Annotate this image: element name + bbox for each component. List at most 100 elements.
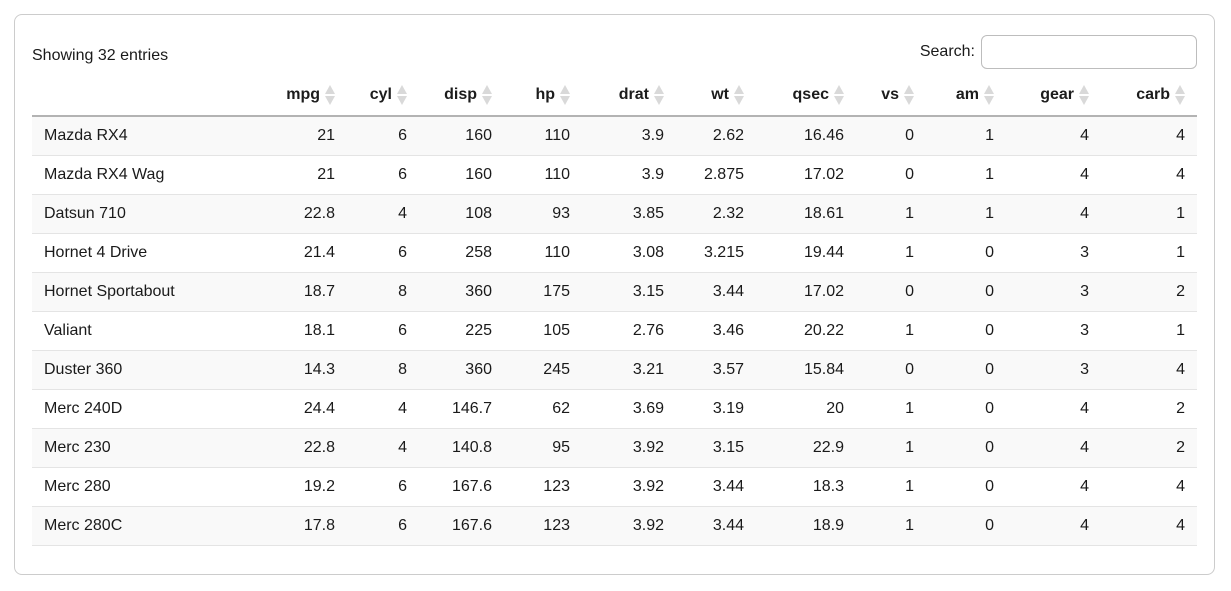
cell-am: 1 bbox=[985, 166, 994, 183]
cell-am: 0 bbox=[985, 283, 994, 300]
cell-carb: 1 bbox=[1176, 244, 1185, 261]
cell-qsec: 17.02 bbox=[803, 283, 844, 300]
cell-cyl: 6 bbox=[398, 517, 407, 534]
cell-wt: 2.32 bbox=[712, 205, 744, 222]
entries-info: Showing 32 entries bbox=[32, 47, 169, 64]
cell-mpg: 18.1 bbox=[303, 322, 335, 339]
cell-gear: 4 bbox=[1080, 127, 1089, 144]
sort-both-icon bbox=[904, 85, 914, 105]
cell-disp: 225 bbox=[465, 322, 492, 339]
column-label: cyl bbox=[369, 86, 392, 104]
sort-both-icon bbox=[1175, 85, 1185, 105]
table-row: Hornet Sportabout 18.7 8 360 175 3.15 3.44 17.0… bbox=[32, 272, 1197, 312]
column-header-mpg[interactable]: mpg bbox=[262, 79, 347, 116]
cell-vs: 1 bbox=[905, 244, 914, 261]
row-name-cell: Datsun 710 bbox=[44, 205, 126, 222]
table-card: Showing 32 entries Search: mpg cyl disp hp d… bbox=[14, 14, 1215, 575]
cell-mpg: 22.8 bbox=[303, 439, 335, 456]
column-label: wt bbox=[711, 86, 729, 104]
column-header-hp[interactable]: hp bbox=[504, 79, 582, 116]
table-header: mpg cyl disp hp drat wt qsec vs am gear carb bbox=[32, 79, 1197, 116]
cell-gear: 4 bbox=[1080, 205, 1089, 222]
cell-vs: 1 bbox=[905, 517, 914, 534]
cell-cyl: 4 bbox=[398, 205, 407, 222]
sort-both-icon bbox=[734, 85, 744, 105]
cell-cyl: 6 bbox=[398, 166, 407, 183]
cell-vs: 1 bbox=[905, 439, 914, 456]
row-name-cell: Merc 280C bbox=[44, 517, 123, 534]
cell-hp: 95 bbox=[552, 439, 570, 456]
data-table: mpg cyl disp hp drat wt qsec vs am gear carb Mazda… bbox=[32, 79, 1197, 546]
column-label: drat bbox=[618, 86, 649, 104]
cell-mpg: 18.7 bbox=[303, 283, 335, 300]
column-label: carb bbox=[1136, 86, 1170, 104]
cell-qsec: 17.02 bbox=[803, 166, 844, 183]
sort-both-icon bbox=[325, 85, 335, 105]
row-name-cell: Merc 240D bbox=[44, 400, 123, 417]
cell-disp: 167.6 bbox=[451, 517, 492, 534]
cell-carb: 1 bbox=[1176, 322, 1185, 339]
table-row: Merc 240D 24.4 4 146.7 62 3.69 3.19 20 1 0 4 2 bbox=[32, 390, 1197, 429]
cell-hp: 123 bbox=[543, 478, 570, 495]
cell-vs: 0 bbox=[905, 166, 914, 183]
column-header-qsec[interactable]: qsec bbox=[756, 79, 856, 116]
search-input[interactable] bbox=[981, 35, 1197, 69]
sort-both-icon bbox=[397, 85, 407, 105]
cell-cyl: 8 bbox=[398, 283, 407, 300]
cell-gear: 3 bbox=[1080, 361, 1089, 378]
cell-wt: 3.46 bbox=[712, 322, 744, 339]
sort-both-icon bbox=[984, 85, 994, 105]
table-row: Merc 280C 17.8 6 167.6 123 3.92 3.44 18.9 1 0 4 4 bbox=[32, 506, 1197, 546]
cell-wt: 3.215 bbox=[703, 244, 744, 261]
cell-vs: 0 bbox=[905, 127, 914, 144]
cell-am: 1 bbox=[985, 205, 994, 222]
cell-vs: 1 bbox=[905, 478, 914, 495]
table-body: Mazda RX4 21 6 160 110 3.9 2.62 16.46 0 1 4 4 Mazda … bbox=[32, 116, 1197, 546]
cell-wt: 2.875 bbox=[703, 166, 744, 183]
cell-qsec: 22.9 bbox=[812, 439, 844, 456]
column-header-disp[interactable]: disp bbox=[419, 79, 504, 116]
cell-carb: 4 bbox=[1176, 166, 1185, 183]
cell-cyl: 6 bbox=[398, 244, 407, 261]
cell-vs: 1 bbox=[905, 322, 914, 339]
row-name-cell: Merc 230 bbox=[44, 439, 111, 456]
column-header-gear[interactable]: gear bbox=[1006, 79, 1101, 116]
cell-drat: 2.76 bbox=[632, 322, 664, 339]
cell-mpg: 21.4 bbox=[303, 244, 335, 261]
cell-am: 0 bbox=[985, 361, 994, 378]
column-header-wt[interactable]: wt bbox=[676, 79, 756, 116]
cell-disp: 160 bbox=[465, 127, 492, 144]
table-row: Hornet 4 Drive 21.4 6 258 110 3.08 3.215 19.44 1… bbox=[32, 234, 1197, 273]
cell-disp: 160 bbox=[465, 166, 492, 183]
cell-hp: 105 bbox=[543, 322, 570, 339]
cell-gear: 3 bbox=[1080, 322, 1089, 339]
column-label: disp bbox=[444, 86, 477, 104]
cell-gear: 4 bbox=[1080, 400, 1089, 417]
cell-hp: 123 bbox=[543, 517, 570, 534]
cell-drat: 3.15 bbox=[632, 283, 664, 300]
column-header-vs[interactable]: vs bbox=[856, 79, 926, 116]
cell-vs: 0 bbox=[905, 361, 914, 378]
cell-disp: 258 bbox=[465, 244, 492, 261]
cell-mpg: 21 bbox=[317, 127, 335, 144]
column-header-drat[interactable]: drat bbox=[582, 79, 676, 116]
cell-am: 1 bbox=[985, 127, 994, 144]
column-header-carb[interactable]: carb bbox=[1101, 79, 1197, 116]
cell-gear: 4 bbox=[1080, 517, 1089, 534]
cell-mpg: 17.8 bbox=[303, 517, 335, 534]
cell-gear: 3 bbox=[1080, 244, 1089, 261]
column-header-cyl[interactable]: cyl bbox=[347, 79, 419, 116]
cell-qsec: 15.84 bbox=[803, 361, 844, 378]
cell-am: 0 bbox=[985, 244, 994, 261]
cell-wt: 3.15 bbox=[712, 439, 744, 456]
table-row: Duster 360 14.3 8 360 245 3.21 3.57 15.84 0 0 3 4 bbox=[32, 350, 1197, 390]
cell-qsec: 20 bbox=[826, 400, 844, 417]
cell-vs: 1 bbox=[905, 400, 914, 417]
cell-qsec: 16.46 bbox=[803, 127, 844, 144]
column-header-am[interactable]: am bbox=[926, 79, 1006, 116]
table-row: Merc 280 19.2 6 167.6 123 3.92 3.44 18.3 1 0 4 4 bbox=[32, 468, 1197, 507]
sort-both-icon bbox=[560, 85, 570, 105]
cell-drat: 3.21 bbox=[632, 361, 664, 378]
cell-hp: 93 bbox=[552, 205, 570, 222]
cell-gear: 4 bbox=[1080, 478, 1089, 495]
